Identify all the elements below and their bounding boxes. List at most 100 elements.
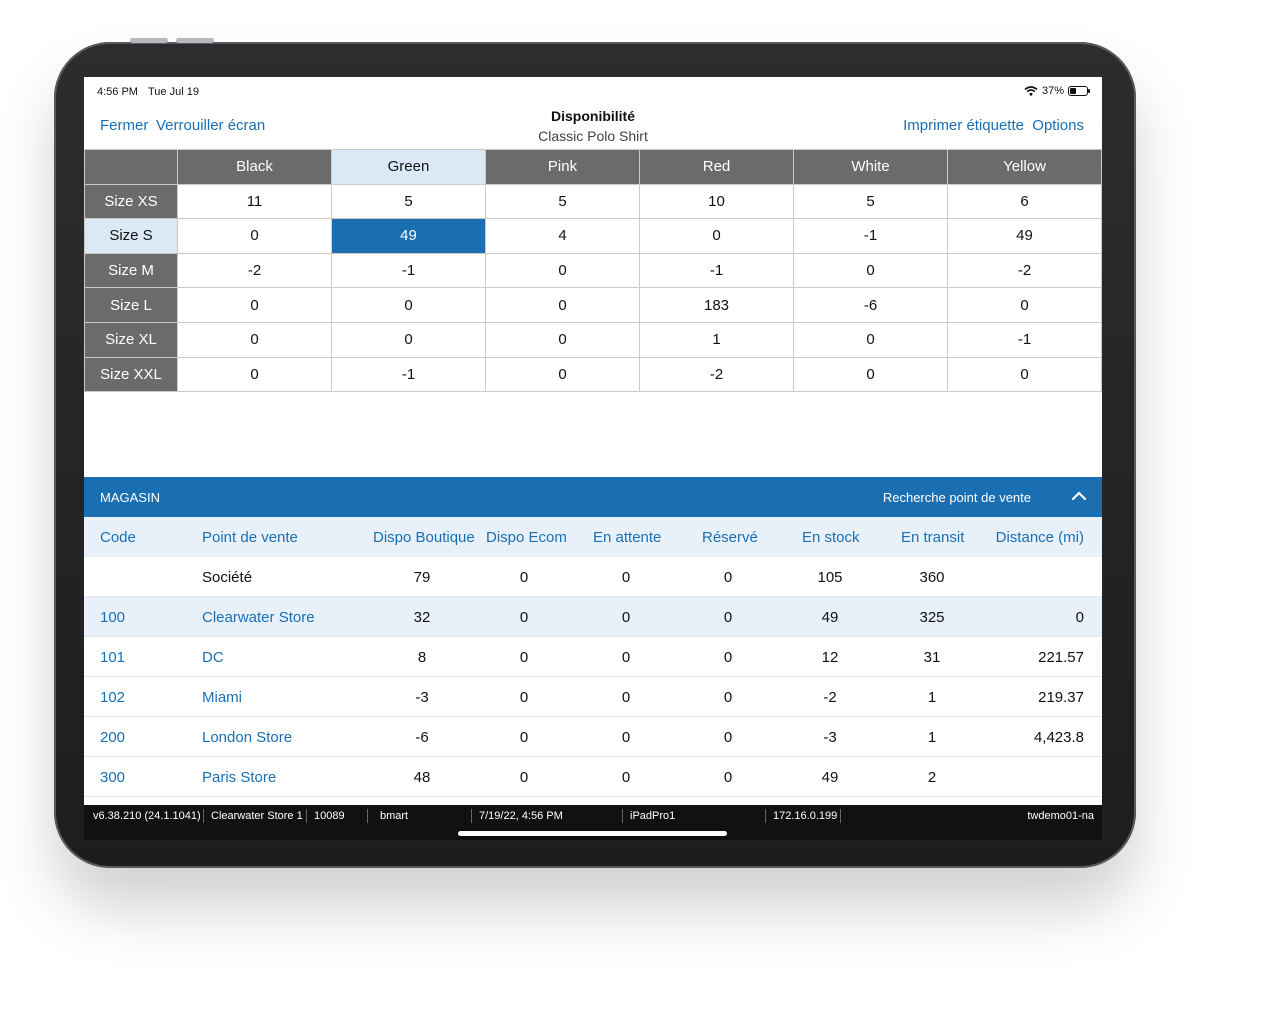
size-header-m[interactable]: Size M [84, 252, 178, 289]
matrix-cell[interactable]: 5 [331, 183, 486, 220]
matrix-cell[interactable]: 0 [947, 356, 1102, 393]
matrix-cell-selected[interactable]: 49 [331, 218, 486, 254]
matrix-cell[interactable]: 0 [485, 287, 640, 323]
matrix-cell[interactable]: 49 [947, 218, 1102, 254]
nav-bar: Fermer Verrouiller écran Disponibilité C… [84, 105, 1102, 149]
matrix-cell[interactable]: 0 [177, 218, 332, 254]
dispo-ecom-value: 0 [519, 689, 529, 706]
dispo-ecom-value: 0 [519, 609, 529, 626]
footer-divider [471, 809, 472, 823]
matrix-cell[interactable]: 0 [793, 321, 948, 358]
size-header-xs[interactable]: Size XS [84, 183, 178, 220]
matrix-corner [84, 149, 178, 185]
size-header-l[interactable]: Size L [84, 287, 178, 323]
matrix-cell[interactable]: -2 [947, 252, 1102, 289]
matrix-cell[interactable]: -2 [177, 252, 332, 289]
matrix-cell[interactable]: 5 [793, 183, 948, 220]
column-header-en-transit[interactable]: En transit [901, 529, 965, 546]
home-indicator[interactable] [458, 831, 727, 836]
column-header-dispo-boutique[interactable]: Dispo Boutique [373, 529, 475, 546]
color-header-black[interactable]: Black [177, 149, 332, 185]
table-row[interactable]: 102 Miami -3 0 0 0 -2 1 219.37 [84, 677, 1102, 717]
dispo-boutique-value: 48 [413, 769, 431, 786]
status-date: Tue Jul 19 [148, 86, 199, 98]
footer-divider [840, 809, 841, 823]
matrix-cell[interactable]: 6 [947, 183, 1102, 220]
matrix-cell[interactable]: 0 [793, 356, 948, 393]
matrix-cell[interactable]: -2 [639, 356, 794, 393]
en-stock-value: 49 [821, 769, 839, 786]
distance-value: 4,423.8 [1033, 729, 1084, 746]
matrix-cell[interactable]: 0 [177, 356, 332, 393]
column-header-store[interactable]: Point de vente [202, 529, 298, 546]
matrix-cell[interactable]: 10 [639, 183, 794, 220]
table-row[interactable]: 200 London Store -6 0 0 0 -3 1 4,423.8 [84, 717, 1102, 757]
dispo-ecom-value: 0 [519, 729, 529, 746]
matrix-cell[interactable]: -1 [947, 321, 1102, 358]
matrix-cell[interactable]: 183 [639, 287, 794, 323]
color-header-yellow[interactable]: Yellow [947, 149, 1102, 185]
matrix-cell[interactable]: 0 [947, 287, 1102, 323]
column-header-reserve[interactable]: Réservé [702, 529, 758, 546]
en-stock-value: 49 [821, 609, 839, 626]
battery-percent: 37% [1041, 85, 1064, 97]
table-row[interactable]: 101 DC 8 0 0 0 12 31 221.57 [84, 637, 1102, 677]
options-button[interactable]: Options [1032, 117, 1084, 134]
color-header-red[interactable]: Red [639, 149, 794, 185]
footer-version: v6.38.210 (24.1.1041) [93, 810, 201, 822]
column-header-dispo-ecom[interactable]: Dispo Ecom [486, 529, 567, 546]
matrix-cell[interactable]: 0 [177, 287, 332, 323]
matrix-cell[interactable]: 0 [639, 218, 794, 254]
matrix-cell[interactable]: 0 [177, 321, 332, 358]
matrix-cell[interactable]: 4 [485, 218, 640, 254]
table-row[interactable]: Société 79 0 0 0 105 360 [84, 557, 1102, 597]
matrix-cell[interactable]: 0 [485, 321, 640, 358]
ipad-top-button [176, 38, 214, 43]
lock-screen-button[interactable]: Verrouiller écran [156, 117, 266, 134]
matrix-cell[interactable]: 11 [177, 183, 332, 220]
matrix-cell[interactable]: -6 [793, 287, 948, 323]
matrix-cell[interactable]: 1 [639, 321, 794, 358]
footer-server: twdemo01-na [1027, 810, 1094, 822]
matrix-cell[interactable]: 0 [331, 287, 486, 323]
color-header-pink[interactable]: Pink [485, 149, 640, 185]
status-bar: 4:56 PM Tue Jul 19 37% [84, 77, 1102, 105]
table-row-selected[interactable]: 100 Clearwater Store 32 0 0 0 49 325 0 [84, 597, 1102, 637]
store-code: 300 [100, 769, 126, 786]
matrix-cell[interactable]: -1 [331, 252, 486, 289]
footer-device: iPadPro1 [630, 810, 676, 822]
column-header-en-attente[interactable]: En attente [593, 529, 662, 546]
size-header-xxl[interactable]: Size XXL [84, 356, 178, 393]
color-header-green[interactable]: Green [331, 149, 486, 185]
print-label-button[interactable]: Imprimer étiquette [903, 117, 1024, 134]
store-name: DC [202, 649, 224, 666]
store-section-header: MAGASIN Recherche point de vente [84, 477, 1102, 517]
matrix-cell[interactable]: -1 [639, 252, 794, 289]
store-name: Miami [202, 689, 242, 706]
store-search-button[interactable]: Recherche point de vente [882, 490, 1031, 505]
matrix-cell[interactable]: 5 [485, 183, 640, 220]
matrix-cell[interactable]: 0 [793, 252, 948, 289]
column-header-code[interactable]: Code [100, 529, 136, 546]
distance-value: 221.57 [1038, 649, 1084, 666]
matrix-cell[interactable]: 0 [485, 356, 640, 393]
footer-divider [203, 809, 204, 823]
wifi-icon [1024, 86, 1038, 96]
size-header-s[interactable]: Size S [84, 218, 178, 254]
column-header-en-stock[interactable]: En stock [802, 529, 860, 546]
table-row[interactable]: 300 Paris Store 48 0 0 0 49 2 [84, 757, 1102, 797]
footer-divider [622, 809, 623, 823]
chevron-up-icon[interactable] [1070, 489, 1088, 503]
matrix-cell[interactable]: -1 [793, 218, 948, 254]
dispo-boutique-value: -3 [415, 689, 429, 706]
color-header-white[interactable]: White [793, 149, 948, 185]
close-button[interactable]: Fermer [100, 117, 149, 134]
matrix-cell[interactable]: -1 [331, 356, 486, 393]
en-transit-value: 325 [919, 609, 945, 626]
matrix-cell[interactable]: 0 [485, 252, 640, 289]
size-header-xl[interactable]: Size XL [84, 321, 178, 358]
store-table-header: Code Point de vente Dispo Boutique Dispo… [84, 517, 1102, 557]
column-header-distance[interactable]: Distance (mi) [995, 529, 1084, 546]
reserve-value: 0 [723, 689, 733, 706]
matrix-cell[interactable]: 0 [331, 321, 486, 358]
